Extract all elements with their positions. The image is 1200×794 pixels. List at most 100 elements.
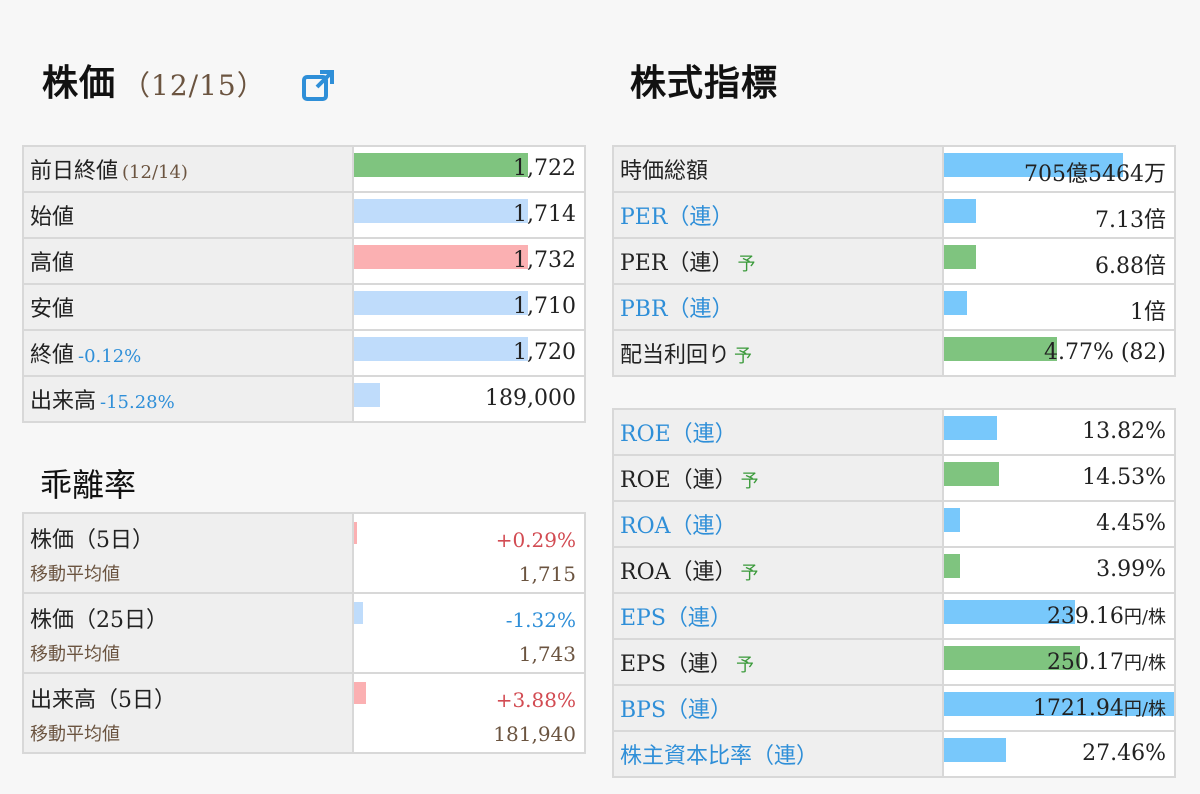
- row-label: 前日終値: [30, 159, 119, 184]
- indicator-label: 時価総額: [620, 159, 709, 184]
- indicator-link[interactable]: PBR（連）: [620, 297, 734, 322]
- table-row: 安値 1,710: [22, 283, 586, 331]
- indicators-table: 時価総額 705億5464万 PER（連） 7.13倍 PER（連）予 6.88倍 PBR（…: [612, 145, 1176, 377]
- stock-price-heading: 株価 （12/15）: [42, 54, 335, 106]
- table-row: ROA（連） 4.45%: [612, 500, 1176, 548]
- indicator-number: 239.16: [1046, 604, 1124, 629]
- indicator-value: 4.45%: [1096, 511, 1166, 536]
- indicator-label-cell[interactable]: ROA（連）: [612, 500, 944, 548]
- forecast-badge: 予: [737, 254, 756, 275]
- row-value: 1,714: [513, 202, 576, 227]
- divergence-label: 出来高（5日）: [30, 688, 176, 713]
- value-bar: [354, 153, 528, 177]
- indicator-label-cell[interactable]: PER（連）: [612, 191, 944, 239]
- indicator-value: 6.88倍: [1095, 248, 1166, 280]
- indicator-unit: 円/株: [1123, 607, 1166, 628]
- value-bar: [354, 245, 528, 269]
- row-label: 出来高: [30, 389, 97, 414]
- indicator-link[interactable]: ROA（連）: [620, 514, 737, 539]
- indicator-value: 3.99%: [1096, 557, 1166, 582]
- table-row: PER（連） 7.13倍: [612, 191, 1176, 239]
- indicator-number: 250.17: [1046, 650, 1124, 675]
- moving-average-value: 1,743: [518, 642, 576, 666]
- table-row: ROE（連）予 14.53%: [612, 454, 1176, 502]
- row-label-cell: 高値: [22, 237, 354, 285]
- indicator-link[interactable]: PER（連）: [620, 205, 734, 230]
- indicators-heading: 株式指標: [630, 62, 779, 104]
- row-value: 1,732: [513, 248, 576, 273]
- table-row: PBR（連） 1倍: [612, 283, 1176, 331]
- indicator-label-cell[interactable]: ROE（連）: [612, 408, 944, 456]
- indicator-label-cell[interactable]: EPS（連）: [612, 592, 944, 640]
- indicator-label-cell: EPS（連）予: [612, 638, 944, 686]
- row-value: 1,722: [513, 156, 576, 181]
- table-row: 株主資本比率（連） 27.46%: [612, 730, 1176, 778]
- indicator-label-cell[interactable]: 株主資本比率（連）: [612, 730, 944, 778]
- indicator-label-cell: PER（連）予: [612, 237, 944, 285]
- table-row: EPS（連）予 250.17円/株: [612, 638, 1176, 686]
- indicator-value: 250.17円/株: [1047, 649, 1166, 675]
- row-label-cell: 前日終値 (12/14): [22, 145, 354, 193]
- indicator-label-cell[interactable]: BPS（連）: [612, 684, 944, 732]
- indicator-bar: [944, 245, 977, 269]
- row-value-cell: 189,000: [352, 375, 586, 423]
- row-value-cell: 1,710: [352, 283, 586, 331]
- stock-price-table: 前日終値 (12/14) 1,722 始値 1,714 高値 1,732 安値 1,710 終値 -…: [22, 145, 586, 423]
- moving-average-label: 移動平均値: [30, 564, 120, 585]
- indicator-label: ROA（連）: [620, 560, 737, 585]
- row-label-cell: 安値: [22, 283, 354, 331]
- row-label-cell: 終値 -0.12%: [22, 329, 354, 377]
- row-label: 始値: [30, 205, 75, 230]
- divergence-value-cell: +3.88% 181,940: [352, 672, 586, 754]
- table-row: ROE（連） 13.82%: [612, 408, 1176, 456]
- indicator-number: 13.82%: [1082, 419, 1166, 444]
- moving-average-value: 1,715: [518, 562, 576, 586]
- indicator-value: 13.82%: [1082, 419, 1166, 444]
- indicator-value-cell: 239.16円/株: [942, 592, 1176, 640]
- indicator-value-cell: 13.82%: [942, 408, 1176, 456]
- table-row: 前日終値 (12/14) 1,722: [22, 145, 586, 193]
- indicator-bar: [944, 291, 967, 315]
- divergence-bar: [354, 682, 366, 704]
- row-label: 安値: [30, 297, 75, 322]
- indicator-bar: [944, 646, 1080, 670]
- indicator-number: 3.99%: [1096, 557, 1166, 582]
- indicator-label: ROE（連）: [620, 468, 737, 493]
- value-bar: [354, 199, 528, 223]
- indicator-link[interactable]: 株主資本比率（連）: [620, 744, 819, 769]
- indicator-value-cell: 3.99%: [942, 546, 1176, 594]
- indicator-label-cell[interactable]: PBR（連）: [612, 283, 944, 331]
- indicator-number: 1倍: [1130, 300, 1166, 325]
- row-label-cell: 出来高 -15.28%: [22, 375, 354, 423]
- indicator-link[interactable]: ROE（連）: [620, 422, 737, 447]
- indicator-bar: [944, 416, 997, 440]
- table-row: 株価（5日） 移動平均値 +0.29% 1,715: [22, 512, 586, 594]
- stock-price-title: 株価: [42, 62, 117, 104]
- value-bar: [354, 383, 380, 407]
- external-link-icon[interactable]: [301, 69, 335, 103]
- indicator-value-cell: 705億5464万: [942, 145, 1176, 193]
- forecast-badge: 予: [740, 563, 759, 584]
- returns-table: ROE（連） 13.82% ROE（連）予 14.53% ROA（連） 4.45% ROA（…: [612, 408, 1176, 778]
- divergence-value-cell: -1.32% 1,743: [352, 592, 586, 674]
- row-value-cell: 1,720: [352, 329, 586, 377]
- table-row: 配当利回り予 4.77% (82): [612, 329, 1176, 377]
- row-value: 1,720: [513, 340, 576, 365]
- table-row: 始値 1,714: [22, 191, 586, 239]
- table-row: 出来高（5日） 移動平均値 +3.88% 181,940: [22, 672, 586, 754]
- indicator-label-cell: 配当利回り予: [612, 329, 944, 377]
- value-bar: [354, 291, 528, 315]
- indicator-value: 27.46%: [1082, 741, 1166, 766]
- indicator-bar: [944, 508, 961, 532]
- indicator-value-cell: 27.46%: [942, 730, 1176, 778]
- indicator-unit: 円/株: [1123, 653, 1166, 674]
- indicator-value: 705億5464万: [1024, 156, 1166, 188]
- divergence-label: 株価（25日）: [30, 608, 168, 633]
- table-row: 出来高 -15.28% 189,000: [22, 375, 586, 423]
- row-label: 高値: [30, 251, 75, 276]
- indicator-link[interactable]: BPS（連）: [620, 698, 733, 723]
- row-label-cell: 始値: [22, 191, 354, 239]
- row-label: 終値: [30, 343, 75, 368]
- indicator-number: 705億5464万: [1024, 162, 1166, 187]
- indicator-link[interactable]: EPS（連）: [620, 606, 732, 631]
